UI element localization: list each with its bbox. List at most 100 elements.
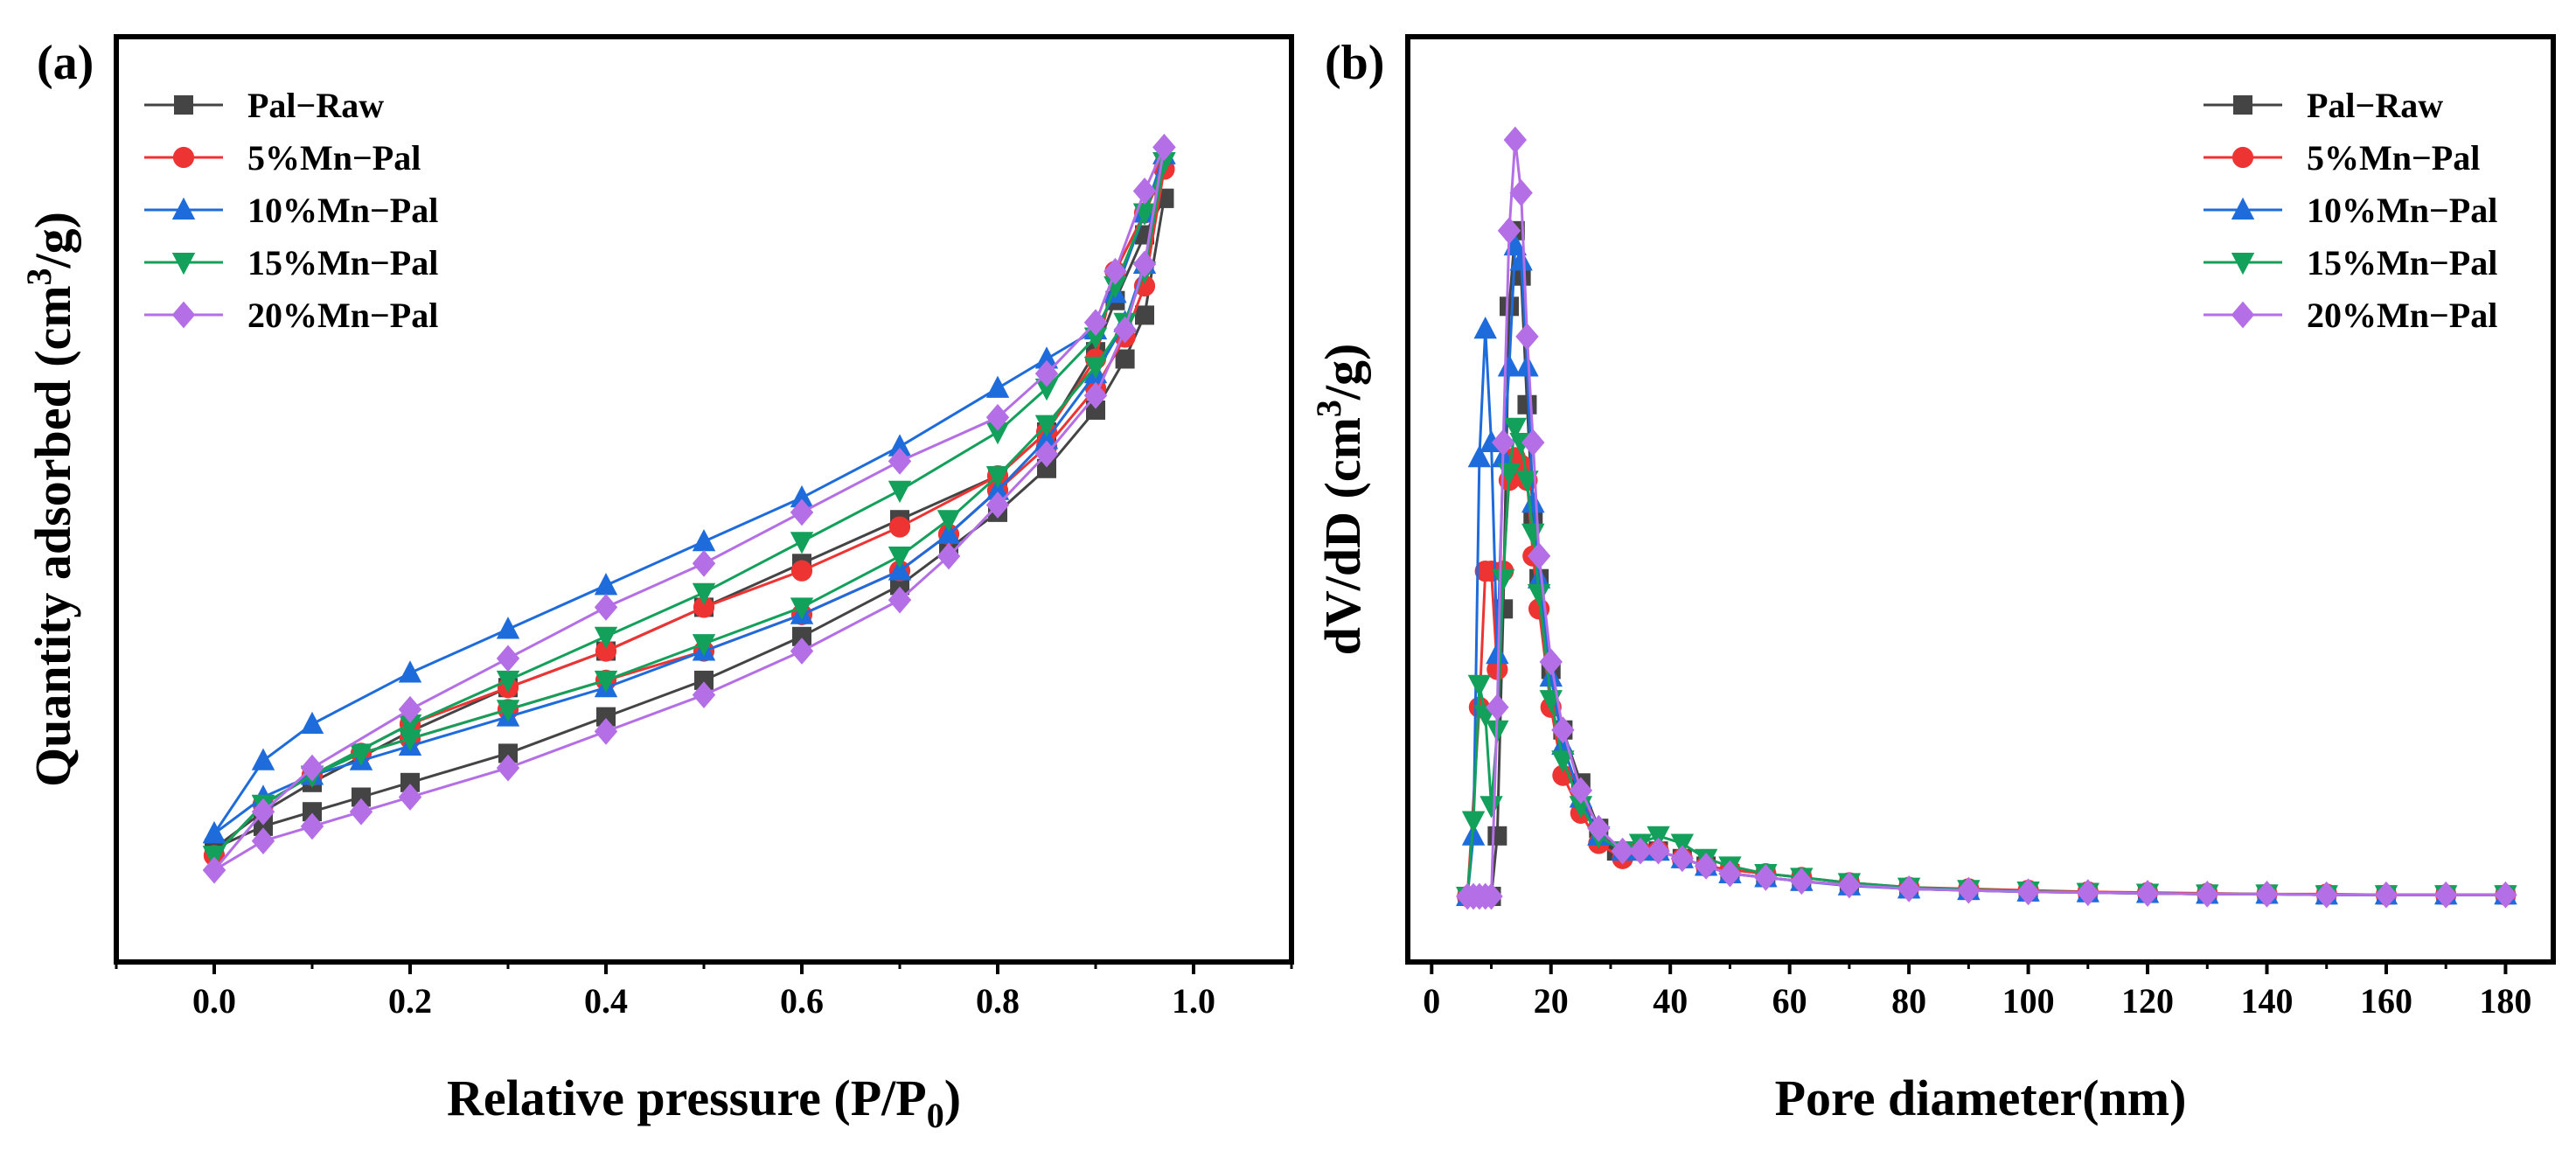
panel-b-x-tick-label: 120: [2121, 981, 2174, 1021]
panel-a-data-point: [594, 594, 618, 621]
panel-a-data-point: [1132, 250, 1157, 278]
panel-b-data-point: [1479, 796, 1503, 819]
panel-a-data-point: [1037, 458, 1056, 478]
panel-a-data-point: [790, 532, 814, 554]
panel-a-legend-label: 10%Mn−Pal: [247, 191, 438, 230]
panel-b-data-point: [1479, 882, 1503, 910]
panel-b-x-tick-label: 40: [1653, 981, 1688, 1021]
panel-a-data-point: [251, 798, 275, 826]
panel-b-legend-label: 15%Mn−Pal: [2307, 243, 2497, 282]
panel-a-legend-marker: [171, 253, 196, 275]
panel-b-plot-frame: [1405, 34, 2556, 965]
panel-b-data-point: [1509, 248, 1533, 271]
panel-a-data-point: [1104, 276, 1127, 299]
panel-a-data-point: [888, 586, 912, 614]
panel-a-data-point: [594, 626, 618, 650]
panel-a-data-point: [936, 510, 961, 533]
panel-a-legend-label: 20%Mn−Pal: [247, 296, 438, 335]
panel-b-data-point: [2315, 881, 2338, 909]
panel-b-data-point: [1551, 716, 1575, 744]
panel-a-data-point: [498, 743, 518, 763]
panel-a-x-tick-label: 1.0: [1172, 981, 1215, 1021]
panel-b-data-point: [1497, 217, 1521, 245]
panel-a-legend-marker: [172, 146, 195, 169]
panel-b-data-point: [1754, 863, 1778, 891]
panel-a-legend-item: 20%Mn−Pal: [144, 296, 438, 335]
panel-a-data-point: [300, 754, 324, 782]
panel-b-legend-marker: [2233, 95, 2252, 115]
panel-b-series: [1457, 447, 2517, 908]
panel-a-data-point: [595, 640, 617, 662]
panel-a-data-point: [594, 573, 618, 596]
panel-b-series: [1456, 417, 2517, 910]
panel-a-data-point: [400, 772, 420, 792]
panel-b-legend-label: Pal−Raw: [2307, 86, 2443, 125]
panel-b-data-point: [1647, 826, 1670, 849]
panel-a-data-point: [790, 498, 814, 526]
panel-b-x-tick-label: 80: [1891, 981, 1926, 1021]
panel-a-x-tick-label: 0.6: [780, 981, 824, 1021]
panel-b-data-point: [1539, 648, 1563, 676]
panel-b-data-point: [1539, 664, 1563, 687]
panel-a-data-point: [1152, 133, 1176, 161]
panel-a-data-point: [496, 754, 520, 782]
panel-a-data-point: [985, 375, 1010, 398]
panel-a-data-point: [1034, 378, 1059, 401]
panel-a-data-point: [1135, 305, 1154, 325]
panel-b-data-point: [1897, 875, 1921, 903]
panel-b-data-point: [2433, 881, 2458, 909]
panel-b-data-point: [1517, 394, 1537, 415]
panel-a-data-point: [888, 480, 912, 504]
panel-b-data-point: [1497, 354, 1521, 377]
panel-a-data-point: [1132, 178, 1157, 205]
panel-a-data-point: [496, 617, 520, 639]
panel-b-legend-label: 5%Mn−Pal: [2307, 138, 2480, 178]
panel-a-data-point: [594, 717, 618, 745]
panel-b-x-tick-label: 20: [1534, 981, 1569, 1021]
panel-b-data-point: [1487, 826, 1507, 846]
panel-a-data-point: [202, 820, 226, 844]
panel-a-legend-marker: [171, 197, 196, 220]
panel-a-data-point: [1083, 356, 1108, 380]
panel-a-y-axis-label: Quantity adsorbed (cm3/g): [19, 212, 81, 787]
panel-a-data-point: [692, 634, 716, 657]
panel-a-data-point: [1115, 349, 1135, 369]
panel-a-data-point: [496, 700, 520, 722]
panel-a-x-tick-label: 0.4: [584, 981, 628, 1021]
panel-a-data-point: [300, 812, 324, 840]
panel-a-data-point: [888, 558, 912, 581]
panel-a-data-point: [1113, 316, 1137, 344]
panel-b-data-point: [1467, 445, 1492, 468]
panel-b-data-point: [1694, 853, 1718, 880]
panel-b-data-point: [1569, 777, 1593, 805]
panel-b-legend-marker: [2231, 253, 2255, 275]
panel-a-data-point: [496, 645, 520, 673]
panel-a-data-point: [398, 714, 422, 737]
panel-a-data-point: [594, 670, 618, 693]
panel-b-x-tick-label: 60: [1772, 981, 1807, 1021]
panel-a-legend-label: 15%Mn−Pal: [247, 243, 438, 282]
panel-b-y-axis-label: dV/dD (cm3/g): [1309, 344, 1371, 656]
panel-b-legend-item: 10%Mn−Pal: [2204, 191, 2497, 230]
panel-a-data-point: [936, 542, 961, 570]
panel-b-data-point: [1790, 868, 1814, 896]
panel-b-data-point: [1552, 764, 1574, 786]
panel-b-data-point: [1647, 837, 1670, 865]
panel-a-data-point: [303, 802, 322, 822]
panel-a-x-tick-label: 0.0: [192, 981, 236, 1021]
panel-b-data-point: [2255, 881, 2279, 908]
panel-a-data-point: [1083, 381, 1108, 409]
panel-b-data-point: [2135, 880, 2160, 907]
panel-b-legend-marker: [2231, 146, 2254, 169]
panel-b-legend-label: 20%Mn−Pal: [2307, 296, 2497, 335]
panel-b-data-point: [1503, 417, 1528, 440]
panel-b-data-point: [1670, 845, 1695, 873]
panel-a-data-point: [888, 546, 912, 569]
panel-a-data-point: [398, 660, 422, 683]
panel-a-legend-item: 15%Mn−Pal: [144, 243, 438, 282]
panel-a-data-point: [792, 626, 811, 646]
panel-a-data-point: [1083, 309, 1108, 337]
panel-b-data-point: [1527, 542, 1551, 570]
panel-b-data-point: [1491, 568, 1515, 591]
panel-a-data-point: [202, 856, 226, 884]
